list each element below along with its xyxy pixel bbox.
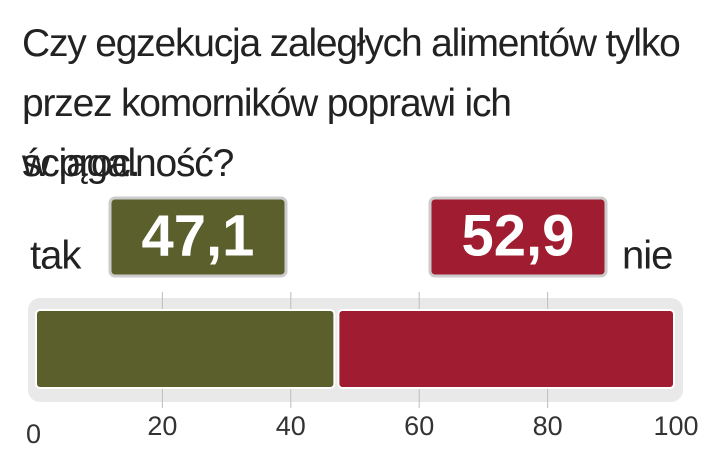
x-tick-label: 0 <box>26 419 41 449</box>
x-tick-label: 40 <box>276 411 306 441</box>
x-tick-label: 80 <box>533 411 563 441</box>
value-label: 47,1 <box>142 203 255 268</box>
x-tick-label: 100 <box>653 411 698 441</box>
legend-label: nie <box>622 234 672 278</box>
x-tick-label: 60 <box>404 411 434 441</box>
bar-segment <box>35 309 336 389</box>
legend-label: tak <box>30 234 82 278</box>
value-label: 52,9 <box>462 203 575 268</box>
chart-title: Czy egzekucja zaległych alimentów tylko … <box>22 22 681 185</box>
bar-segment <box>337 309 675 389</box>
chart-subtitle: w proc. <box>22 142 141 185</box>
x-tick-label: 20 <box>147 411 177 441</box>
value-box <box>108 196 288 278</box>
value-box <box>428 196 608 278</box>
